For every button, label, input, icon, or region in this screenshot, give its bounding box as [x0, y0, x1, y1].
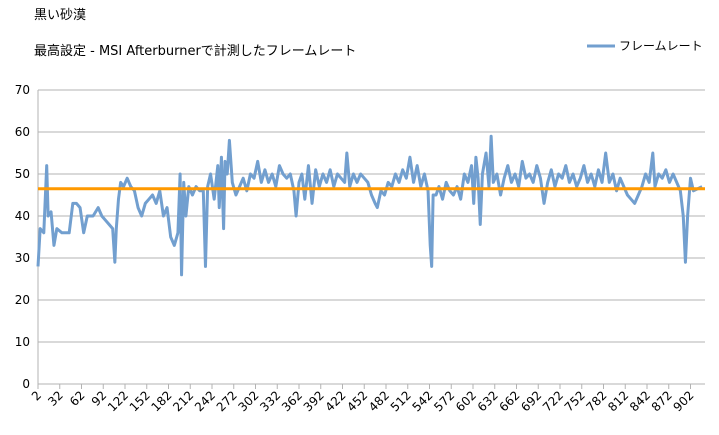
x-tick-label: 212: [170, 388, 196, 414]
x-tick-label: 872: [649, 388, 675, 414]
x-tick-label: 812: [605, 388, 631, 414]
y-tick-label: 30: [15, 251, 30, 265]
x-tick-label: 692: [518, 388, 544, 414]
y-tick-label: 50: [15, 167, 30, 181]
x-tick-label: 902: [671, 388, 697, 414]
x-tick-label: 122: [105, 388, 131, 414]
y-tick-label: 40: [15, 209, 30, 223]
x-tick-label: 632: [475, 388, 501, 414]
x-tick-label: 2: [29, 388, 44, 403]
x-tick-label: 782: [584, 388, 610, 414]
x-tick-label: 602: [453, 388, 479, 414]
y-tick-label: 60: [15, 125, 30, 139]
chart-title: 黒い砂漠: [34, 8, 86, 23]
x-tick-label: 392: [301, 388, 327, 414]
x-tick-label: 842: [627, 388, 653, 414]
y-tick-label: 10: [15, 335, 30, 349]
data-line: [36, 134, 703, 277]
x-tick-label: 332: [257, 388, 283, 414]
x-tick-label: 512: [388, 388, 414, 414]
chart-subtitle: 最高設定 - MSI Afterburnerで計測したフレームレート: [34, 43, 356, 59]
x-tick-label: 242: [192, 388, 218, 414]
x-tick-label: 62: [67, 388, 88, 409]
x-tick-label: 722: [540, 388, 566, 414]
y-tick-label: 20: [15, 293, 30, 307]
x-tick-label: 152: [127, 388, 153, 414]
x-tick-label: 362: [279, 388, 305, 414]
x-tick-label: 572: [431, 388, 457, 414]
x-tick-label: 662: [497, 388, 523, 414]
x-tick-label: 422: [323, 388, 349, 414]
legend-label: フレームレート: [619, 39, 703, 53]
x-tick-label: 482: [366, 388, 392, 414]
y-tick-label: 0: [22, 377, 30, 391]
y-tick-label: 70: [15, 83, 30, 97]
x-tick-label: 272: [214, 388, 240, 414]
x-tick-label: 752: [562, 388, 588, 414]
x-tick-label: 452: [344, 388, 370, 414]
x-tick-label: 182: [149, 388, 175, 414]
x-tick-label: 542: [410, 388, 436, 414]
x-tick-label: 32: [45, 388, 66, 409]
x-tick-label: 302: [236, 388, 262, 414]
